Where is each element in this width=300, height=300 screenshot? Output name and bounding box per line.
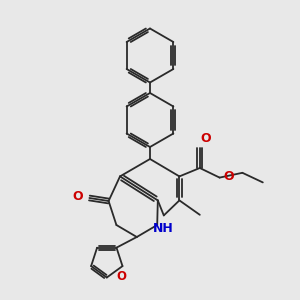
Text: O: O <box>73 190 83 203</box>
Text: O: O <box>116 270 126 283</box>
Text: NH: NH <box>153 222 174 235</box>
Text: O: O <box>201 133 211 146</box>
Text: O: O <box>223 170 234 184</box>
